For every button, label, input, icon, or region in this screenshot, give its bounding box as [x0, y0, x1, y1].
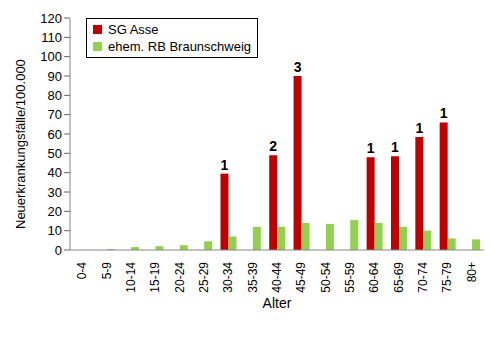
svg-text:10-14: 10-14	[124, 262, 138, 293]
svg-text:90: 90	[48, 69, 62, 84]
svg-text:40-44: 40-44	[270, 262, 284, 293]
svg-text:120: 120	[40, 11, 62, 26]
svg-text:3: 3	[294, 59, 302, 75]
svg-text:20: 20	[48, 204, 62, 219]
svg-text:15-19: 15-19	[148, 262, 162, 293]
html-text:ehem. RB Braunschweig: ehem. RB Braunschweig	[108, 39, 252, 54]
svg-text:20-24: 20-24	[173, 262, 187, 293]
svg-text:1: 1	[367, 140, 375, 156]
svg-text:80: 80	[48, 88, 62, 103]
svg-text:Neuerkrankungsfälle/100.000: Neuerkrankungsfälle/100.000	[13, 59, 28, 229]
svg-text:1: 1	[440, 105, 448, 121]
svg-text:110: 110	[41, 30, 62, 45]
svg-text:25-29: 25-29	[197, 262, 211, 293]
svg-text:1: 1	[415, 120, 423, 136]
svg-text:60: 60	[48, 127, 62, 142]
svg-text:80+: 80+	[465, 262, 479, 282]
svg-text:55-59: 55-59	[343, 262, 357, 293]
svg-text:70-74: 70-74	[416, 262, 430, 293]
svg-text:0-4: 0-4	[75, 262, 89, 280]
svg-text:35-39: 35-39	[246, 262, 260, 293]
svg-text:50: 50	[48, 146, 62, 161]
svg-text:10: 10	[48, 223, 62, 238]
svg-text:50-54: 50-54	[319, 262, 333, 293]
svg-text:30: 30	[48, 185, 62, 200]
svg-text:70: 70	[48, 107, 62, 122]
svg-text:0: 0	[55, 243, 62, 258]
svg-text:1: 1	[221, 157, 229, 173]
svg-text:5-9: 5-9	[100, 262, 114, 280]
svg-text:1: 1	[391, 139, 399, 155]
svg-text:75-79: 75-79	[440, 262, 454, 293]
html-text:SG Asse: SG Asse	[108, 22, 159, 37]
svg-text:40: 40	[48, 165, 62, 180]
svg-text:100: 100	[40, 49, 62, 64]
svg-text:Alter: Alter	[263, 295, 292, 311]
svg-text:45-49: 45-49	[294, 262, 308, 293]
svg-text:60-64: 60-64	[367, 262, 381, 293]
svg-text:30-34: 30-34	[221, 262, 235, 293]
svg-text:65-69: 65-69	[392, 262, 406, 293]
svg-text:2: 2	[269, 138, 277, 154]
